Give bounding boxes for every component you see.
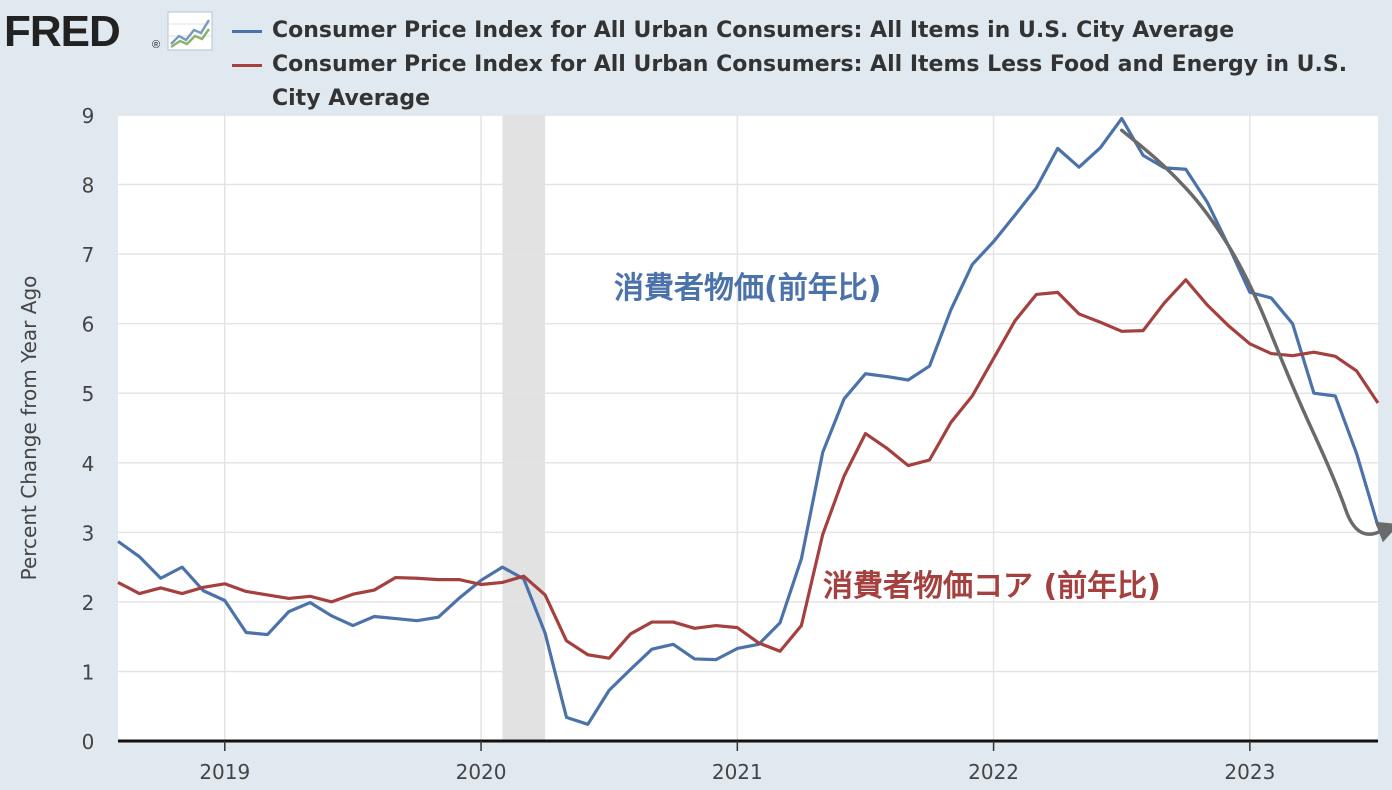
x-tick-label: 2020 [456, 760, 507, 784]
y-tick-label: 2 [82, 591, 95, 615]
trend-arrow-line [1119, 128, 1392, 536]
y-tick-label: 5 [82, 382, 95, 406]
trend-arrow-head [1374, 521, 1392, 543]
y-tick-label: 1 [82, 660, 95, 684]
x-tick-labels: 2019 2020 2021 2022 2023 [199, 741, 1275, 784]
x-tick-label: 2019 [199, 760, 250, 784]
registered-mark: ® [152, 39, 160, 51]
y-axis-label: Percent Change from Year Ago [17, 276, 41, 581]
y-tick-label: 7 [82, 243, 95, 267]
fred-graph-icon [167, 11, 213, 51]
y-tick-label: 0 [82, 730, 95, 754]
legend-swatch-core-cpi [232, 64, 262, 67]
chart-legend: Consumer Price Index for All Urban Consu… [232, 14, 1372, 116]
legend-label-core-cpi: Consumer Price Index for All Urban Consu… [272, 52, 1348, 111]
fred-logo-svg: FRED ® [4, 7, 213, 56]
recession-shading [502, 115, 546, 741]
trend-arrow [1119, 128, 1392, 543]
y-tick-label: 9 [82, 104, 95, 128]
annotation-cpi: 消費者物価(前年比) [614, 271, 881, 306]
legend-item-cpi[interactable]: Consumer Price Index for All Urban Consu… [232, 14, 1372, 48]
x-tick-label: 2021 [712, 760, 763, 784]
y-tick-label: 6 [82, 313, 95, 337]
fred-logo-text: FRED [4, 7, 120, 54]
x-tick-label: 2023 [1224, 760, 1275, 784]
y-tick-labels: 0 1 2 3 4 5 6 7 8 9 [82, 104, 95, 754]
x-tick-label: 2022 [968, 760, 1019, 784]
annotation-core-cpi: 消費者物価コア (前年比) [823, 569, 1161, 604]
y-tick-label: 3 [82, 521, 95, 545]
gridlines [118, 114, 1378, 741]
y-tick-label: 8 [82, 174, 95, 198]
legend-label-cpi: Consumer Price Index for All Urban Consu… [272, 18, 1235, 43]
legend-swatch-cpi [232, 30, 262, 33]
y-tick-label: 4 [82, 452, 95, 476]
legend-item-core-cpi[interactable]: Consumer Price Index for All Urban Consu… [232, 48, 1372, 116]
series-line-core-cpi [117, 278, 1380, 660]
fred-logo[interactable]: FRED ® [4, 4, 216, 56]
